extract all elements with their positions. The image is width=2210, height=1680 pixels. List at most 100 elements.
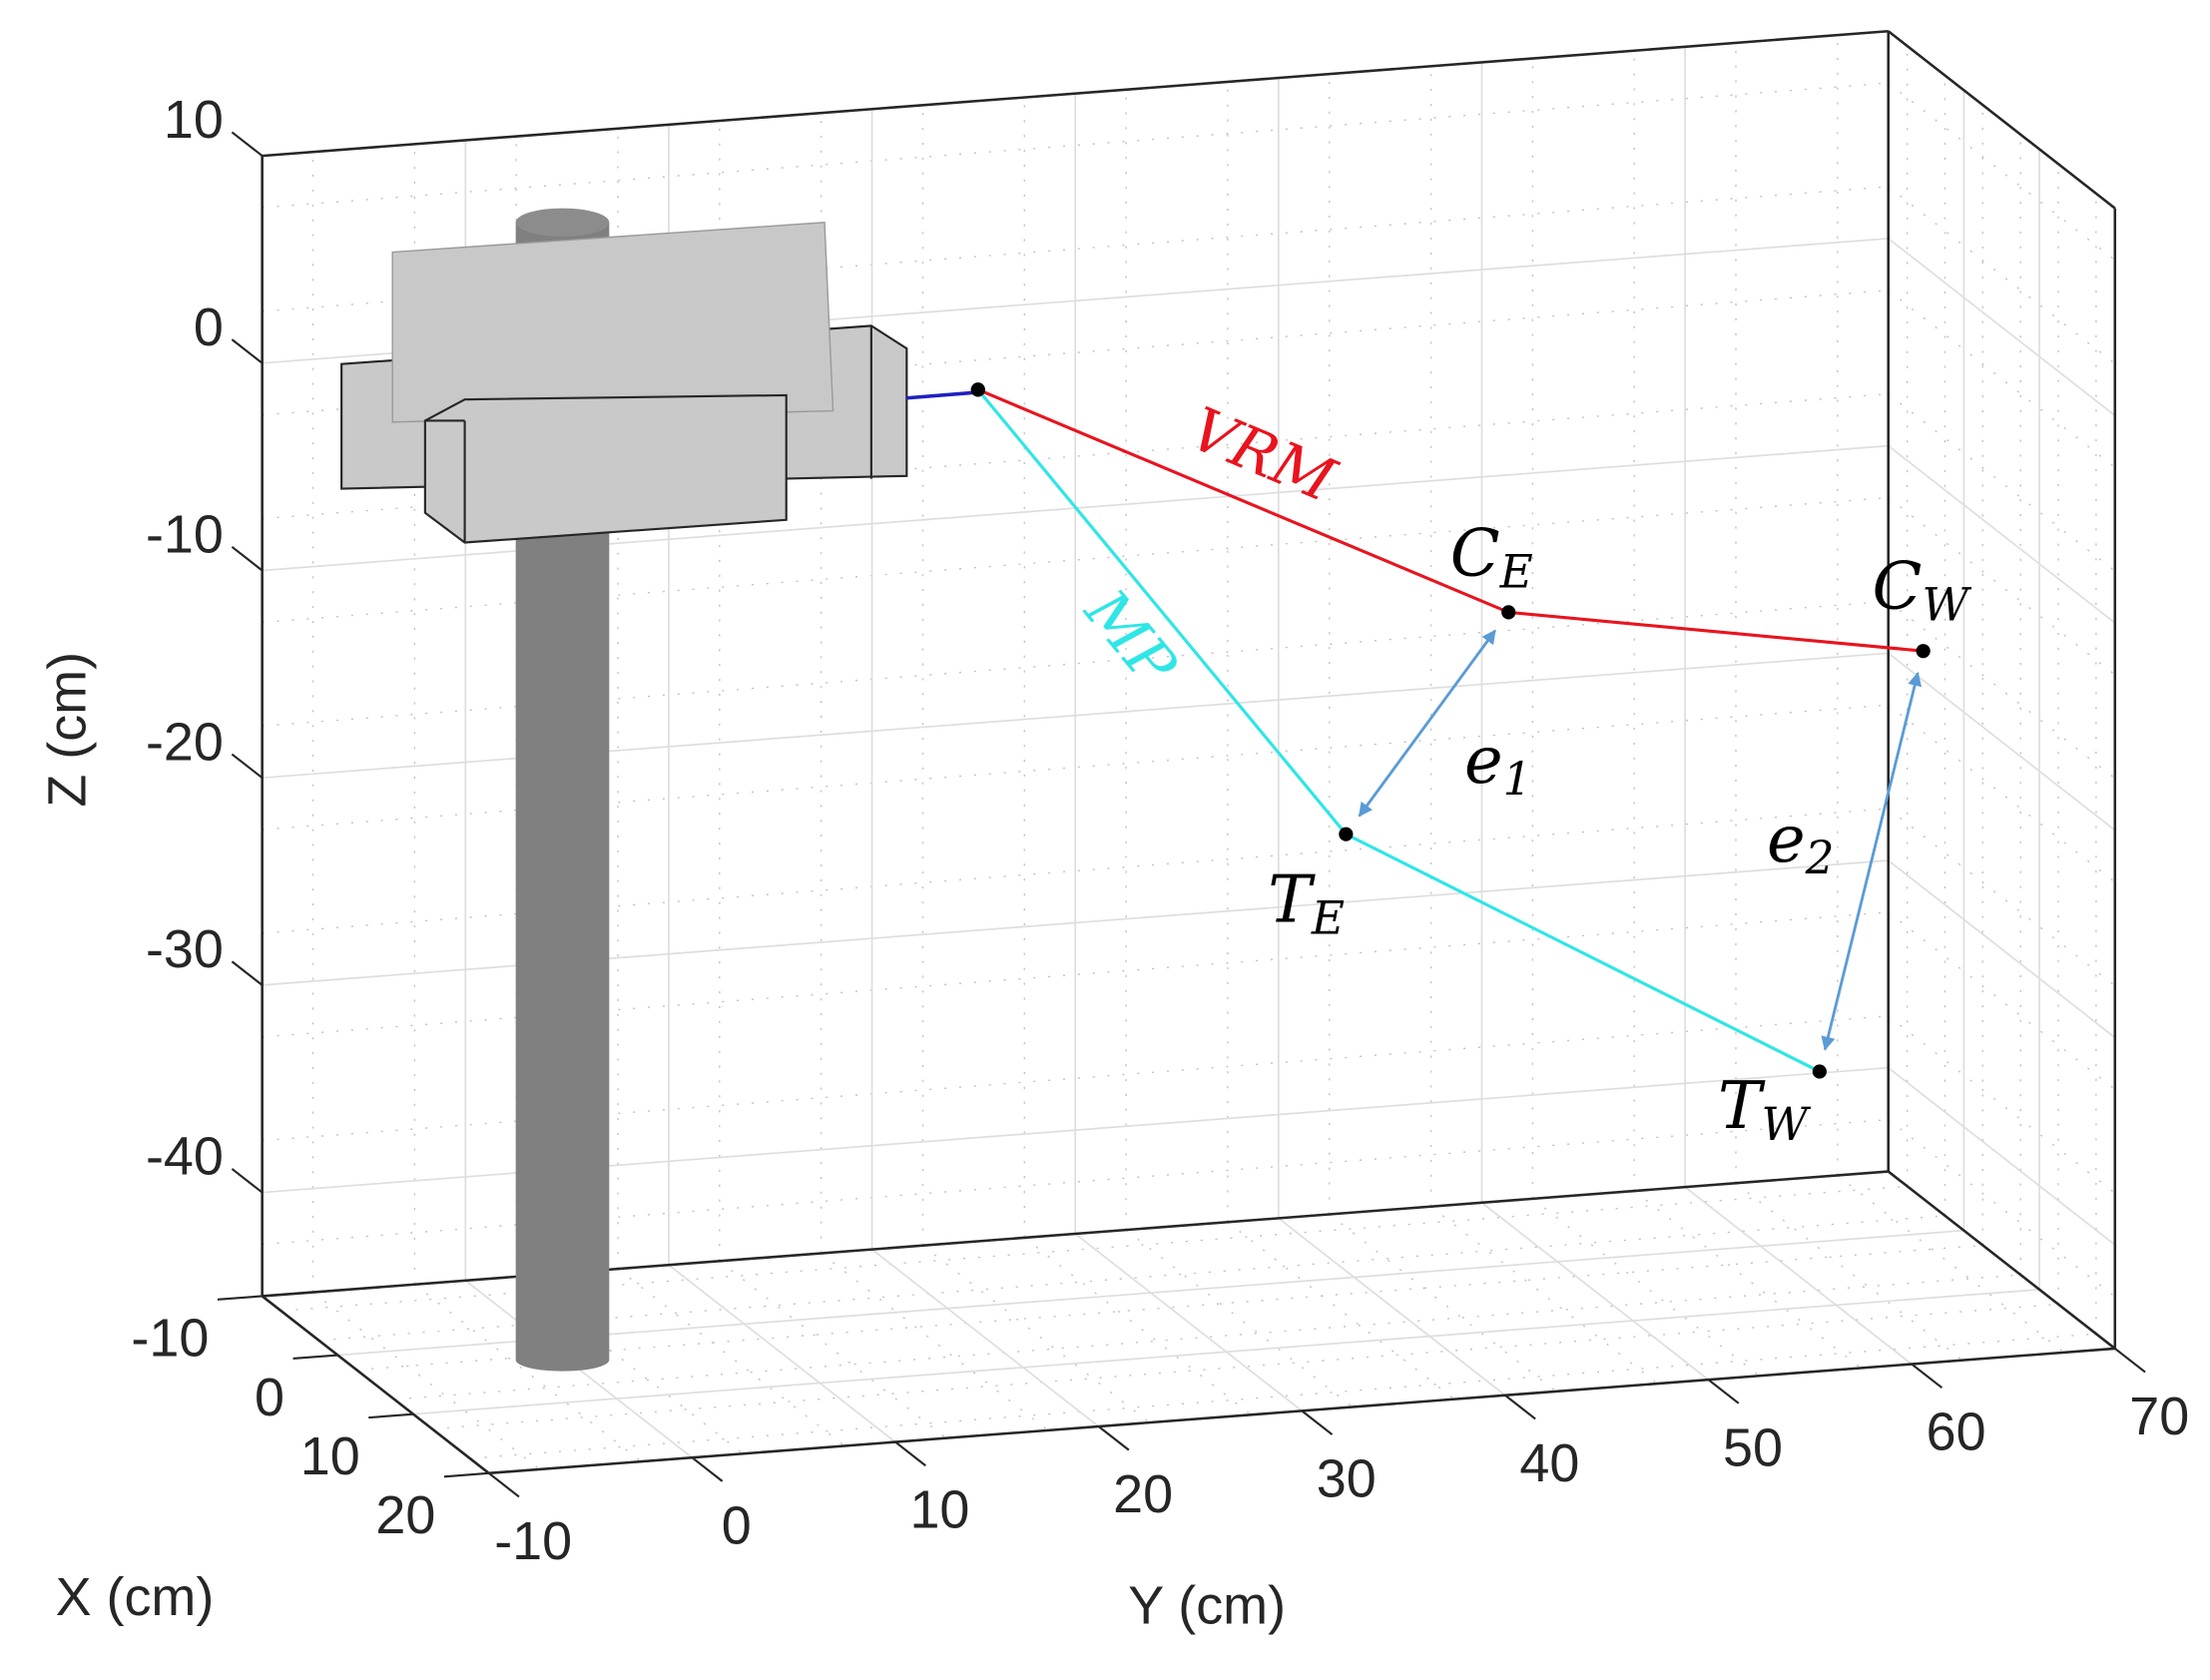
minor-grid	[1888, 289, 2116, 468]
error-label: e2	[1767, 802, 1835, 884]
y-tick	[691, 1456, 724, 1482]
grid-line	[1888, 1067, 2116, 1246]
grid-line	[668, 1264, 896, 1443]
grid-line	[1888, 444, 2116, 624]
z-axis-label: Z (cm)	[37, 652, 97, 808]
minor-grid	[1329, 1213, 1557, 1393]
x-tick-label: 0	[255, 1368, 284, 1427]
minor-grid	[1633, 1190, 1862, 1370]
z-tick	[231, 1168, 264, 1194]
label-main: e	[1464, 723, 1503, 799]
minor-grid	[1227, 1221, 1455, 1400]
point-label: CW	[1873, 549, 1972, 632]
x-tick	[368, 1412, 414, 1419]
axis-edge	[488, 1347, 2115, 1475]
minor-grid	[1125, 1229, 1354, 1408]
y-tick-label: 40	[1519, 1433, 1579, 1493]
error-label: e1	[1464, 723, 1532, 806]
data-point	[970, 382, 985, 397]
grid-line	[1684, 1186, 1913, 1366]
axis-edge	[261, 1295, 490, 1474]
z-tick	[231, 546, 264, 572]
z-tick-label: 0	[194, 297, 224, 357]
minor-grid	[515, 1276, 744, 1454]
minor-grid	[1888, 808, 2116, 987]
minor-grid	[821, 1252, 1049, 1431]
axis-edge	[1887, 30, 2116, 210]
x-axis-label: X (cm)	[56, 1567, 215, 1627]
error-arrow	[1821, 671, 1923, 1051]
panel	[391, 222, 834, 423]
minor-grid	[922, 1245, 1150, 1423]
x-tick-label: 10	[300, 1426, 360, 1486]
y-tick	[1911, 1363, 1943, 1390]
device	[340, 208, 978, 1372]
label-sub: W	[1922, 578, 1971, 631]
y-tick	[1707, 1379, 1740, 1404]
y-tick-label: 30	[1317, 1449, 1377, 1509]
minor-grid	[1888, 1015, 2116, 1194]
label-sub: 1	[1503, 753, 1532, 806]
y-tick-label: 20	[1113, 1464, 1173, 1524]
data-point	[1812, 1064, 1827, 1079]
minor-grid	[1888, 1119, 2116, 1298]
grid-line	[1480, 1202, 1710, 1381]
minor-grid	[719, 1260, 947, 1439]
minor-grid	[1888, 186, 2116, 364]
label-main: C	[1450, 515, 1500, 591]
y-tick-label: 0	[722, 1495, 752, 1555]
pole-bottom	[515, 1348, 610, 1372]
label-sub: 2	[1805, 831, 1835, 883]
minor-grid	[1888, 393, 2116, 572]
label-main: T	[1718, 1068, 1766, 1144]
grid-line	[871, 1248, 1100, 1427]
x-tick	[217, 1295, 263, 1301]
y-tick-label: -10	[494, 1511, 572, 1571]
y-tick-label: 50	[1723, 1417, 1783, 1477]
axis-edge	[262, 29, 1889, 158]
connector	[906, 390, 978, 400]
label-main: C	[1873, 549, 1923, 625]
label-sub: E	[1311, 891, 1345, 944]
minor-grid	[312, 1291, 541, 1470]
x-tick	[443, 1471, 489, 1478]
z-tick-label: -30	[146, 919, 224, 979]
y-tick	[2114, 1348, 2146, 1374]
z-tick	[231, 131, 264, 157]
point-label: TE	[1268, 862, 1345, 945]
y-tick	[1097, 1425, 1130, 1451]
axes-box: -10 0 10 20 30 40 50 60 70-40-30-20-10010-100102…	[131, 29, 2189, 1571]
point-label: TW	[1718, 1068, 1812, 1151]
y-axis-label: Y (cm)	[1128, 1575, 1286, 1635]
x-tick-label: 20	[375, 1485, 435, 1545]
label-sub: E	[1499, 545, 1533, 598]
data-point	[1916, 644, 1931, 659]
y-tick	[1301, 1409, 1334, 1435]
grid-line	[1888, 859, 2116, 1039]
data-point	[1339, 827, 1354, 841]
grid-line	[412, 1288, 2040, 1415]
error-arrow	[1358, 629, 1497, 818]
minor-grid	[1023, 1237, 1252, 1415]
z-tick-label: -40	[146, 1127, 224, 1187]
minor-grid	[1430, 1206, 1659, 1385]
z-tick	[231, 960, 264, 986]
data-point	[1501, 605, 1516, 620]
minor-grid	[1888, 911, 2116, 1090]
y-tick-label: 10	[909, 1480, 969, 1540]
axis-edge	[1887, 1170, 2116, 1350]
y-tick-label: 70	[2129, 1387, 2189, 1446]
y-tick	[488, 1471, 520, 1498]
z-tick	[231, 338, 264, 364]
point-label: CE	[1450, 515, 1533, 598]
grid-line	[1888, 652, 2116, 832]
minor-grid	[617, 1268, 845, 1447]
grid-line	[1074, 1233, 1303, 1412]
grid-line	[1278, 1217, 1506, 1397]
z-tick-label: -10	[146, 505, 224, 565]
y-tick	[1504, 1394, 1536, 1420]
minor-grid	[413, 1284, 642, 1462]
z-tick	[231, 753, 264, 780]
pole-top	[515, 208, 610, 237]
